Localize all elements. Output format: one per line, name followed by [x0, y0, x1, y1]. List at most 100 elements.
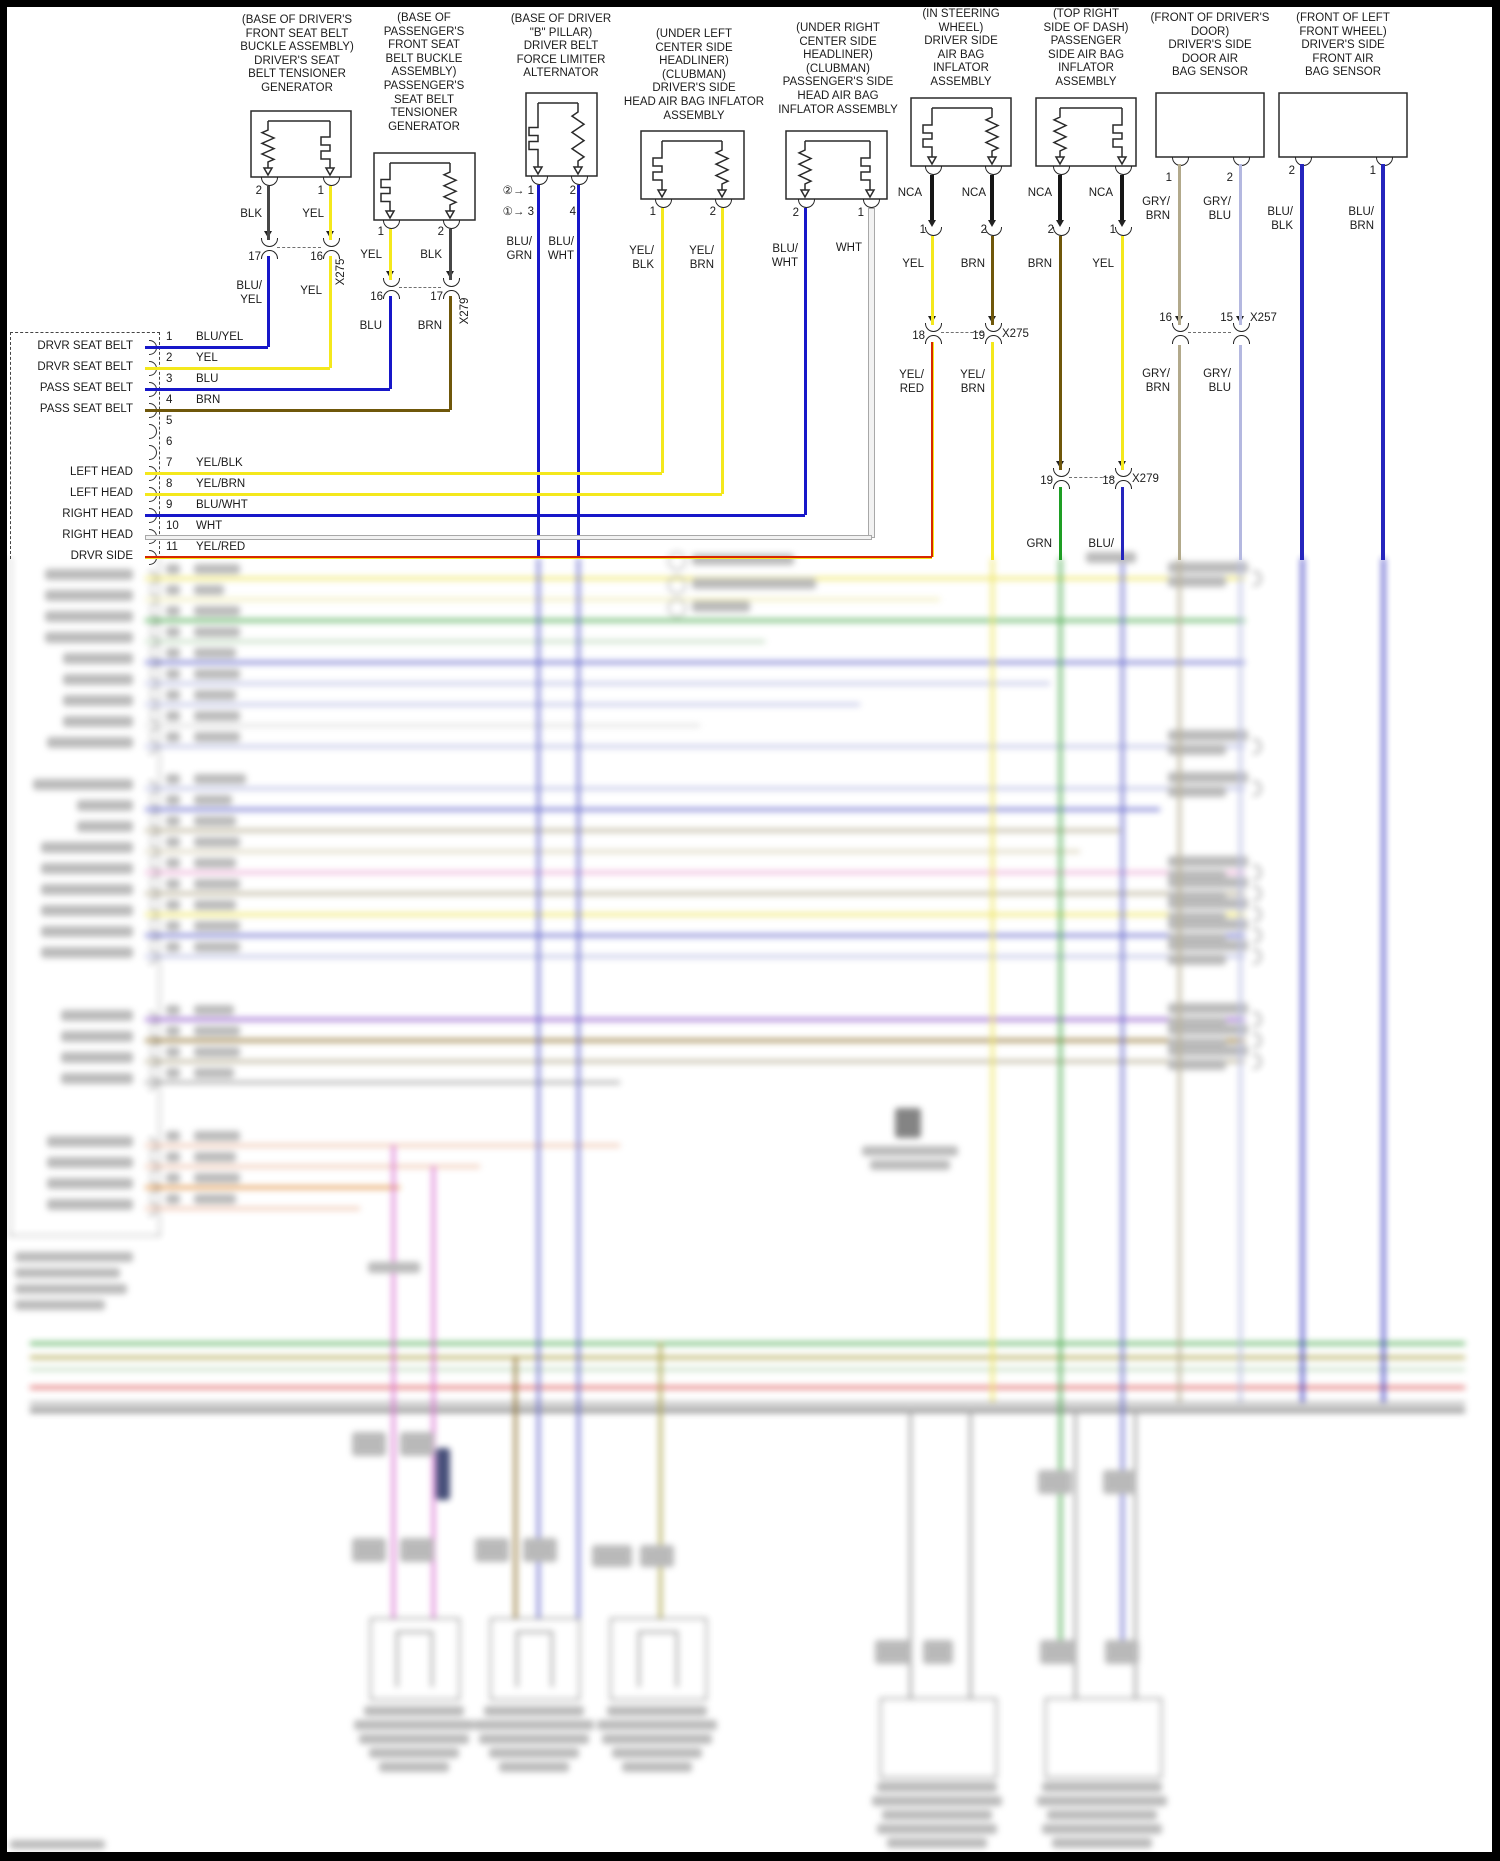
- signal-name-blob: [77, 800, 133, 811]
- wire-vertical: [266, 186, 270, 240]
- wire-vertical: [1238, 164, 1242, 325]
- connector-cup-icon: [1052, 468, 1070, 477]
- blurred-text-blob: [1040, 1640, 1076, 1664]
- connector-cap-icon: [924, 335, 942, 344]
- connector-name: X257: [1250, 312, 1277, 324]
- wire-label: GRN: [1026, 538, 1052, 550]
- wire-color-blob: [1086, 552, 1114, 563]
- wire-label: GRY/ BRN: [1142, 368, 1170, 394]
- blurred-vertical-wire: [576, 558, 580, 1618]
- pin-number-blob: [166, 1152, 180, 1162]
- wire-label: NCA: [961, 187, 986, 199]
- arrowhead-icon: [1055, 220, 1064, 231]
- blurred-text-blob: [359, 1734, 469, 1744]
- pin-number: 3: [166, 373, 173, 385]
- blurred-text-blob: [640, 1545, 674, 1567]
- wire-color-blob: [194, 690, 236, 700]
- connector-cup-icon: [924, 227, 942, 236]
- blurred-vertical-wire: [990, 558, 994, 1402]
- pin-number-blob: [166, 606, 180, 616]
- blurred-row-wire: [145, 1164, 480, 1168]
- blurred-text-blob: [15, 1300, 105, 1310]
- blurred-vertical-wire: [1381, 558, 1385, 1402]
- wire-color-label: BLU/YEL: [196, 331, 244, 343]
- pin-number: 2: [166, 352, 173, 364]
- legend-number-circle-icon: [668, 552, 686, 570]
- wire-vertical: [1058, 236, 1062, 470]
- legend-number-circle-icon: [668, 576, 686, 594]
- blurred-row-wire: [145, 1185, 400, 1189]
- pin-number-blob: [166, 774, 180, 784]
- blurred-vertical-wire: [1120, 558, 1124, 1650]
- blurred-row-wire: [145, 639, 765, 643]
- blurred-text-blob: [400, 1538, 434, 1562]
- wire-color-blob: [194, 564, 240, 574]
- wire-label: 4: [569, 206, 576, 218]
- blurred-row-wire: [145, 1143, 620, 1147]
- wire-label: 1: [649, 206, 656, 218]
- connector-cap-icon: [1052, 480, 1070, 489]
- wire-label: 1: [857, 207, 864, 219]
- blurred-row-wire: [145, 1080, 620, 1084]
- blurred-row-wire: [145, 618, 1245, 622]
- pin-number: 9: [166, 499, 173, 511]
- blurred-text-blob: [1047, 1810, 1157, 1820]
- blurred-row-wire: [145, 828, 1120, 832]
- wire-label: 2: [1047, 224, 1054, 236]
- right-edge-label-blob: [1168, 730, 1248, 741]
- wire-color-blob: [194, 879, 240, 889]
- blurred-component-box: [490, 1618, 580, 1700]
- wire-label: 1: [317, 185, 324, 197]
- pin-number-blob: [166, 690, 180, 700]
- blurred-row-wire: [145, 891, 1245, 895]
- pin-number-blob: [166, 648, 180, 658]
- wire-label: BLU/ WHT: [771, 243, 798, 269]
- wire-vertical: [803, 208, 807, 515]
- wire-label: BLU/: [1088, 538, 1114, 550]
- right-edge-label-blob: [1168, 786, 1226, 797]
- pin-number: 11: [166, 541, 178, 553]
- signal-name-blob: [63, 653, 133, 664]
- blurred-row-wire: [145, 681, 1050, 685]
- wire-color-blob: [194, 1047, 240, 1057]
- connector-name: X275: [1002, 328, 1029, 340]
- wire-vertical: [1058, 175, 1062, 220]
- connector-pin-number: 16: [310, 251, 323, 263]
- connector-pin-number: 17: [430, 291, 443, 303]
- signal-name-blob: [63, 695, 133, 706]
- connector-cup-icon: [1052, 227, 1070, 236]
- blurred-text-blob: [368, 1262, 420, 1273]
- wire-vertical: [328, 186, 332, 240]
- component-symbol-driver-side-air-bag-inflator: [910, 97, 1012, 167]
- wire-vertical: [660, 208, 664, 473]
- wire-color-blob: [194, 1194, 236, 1204]
- wire-label: NCA: [1027, 187, 1052, 199]
- blurred-bus-wire: [30, 1402, 1465, 1405]
- wire-label: 2: [255, 185, 262, 197]
- blurred-row-wire: [145, 1038, 1245, 1042]
- blurred-vertical-wire: [1177, 558, 1181, 1402]
- blurred-row-wire: [145, 744, 1245, 748]
- wire-label: 1: [1109, 224, 1116, 236]
- blurred-text-blob: [1037, 1796, 1167, 1806]
- pin-number-blob: [166, 1194, 180, 1204]
- connector-pin-number: 18: [912, 330, 925, 342]
- wire-color-blob: [194, 1173, 240, 1183]
- pin-number-blob: [166, 1047, 180, 1057]
- blurred-vertical-wire: [1073, 1409, 1077, 1698]
- wire-color-blob: [194, 732, 240, 742]
- signal-name-blob: [63, 716, 133, 727]
- connector-name: X279: [459, 297, 472, 325]
- connector-cup-icon: [1114, 468, 1132, 477]
- right-edge-label-blob: [1168, 772, 1248, 783]
- wire-label: 1: [1369, 165, 1376, 177]
- wire-vertical: [930, 236, 934, 325]
- blurred-text-blob: [354, 1720, 474, 1730]
- row-wire: [145, 534, 872, 540]
- blurred-text-blob: [10, 1840, 105, 1849]
- pin-number-blob: [166, 1068, 180, 1078]
- wire-label: 1: [919, 224, 926, 236]
- connector-cap-icon: [1171, 335, 1189, 344]
- wire-color-blob: [194, 1005, 234, 1015]
- signal-name: DRVR SEAT BELT: [37, 361, 133, 373]
